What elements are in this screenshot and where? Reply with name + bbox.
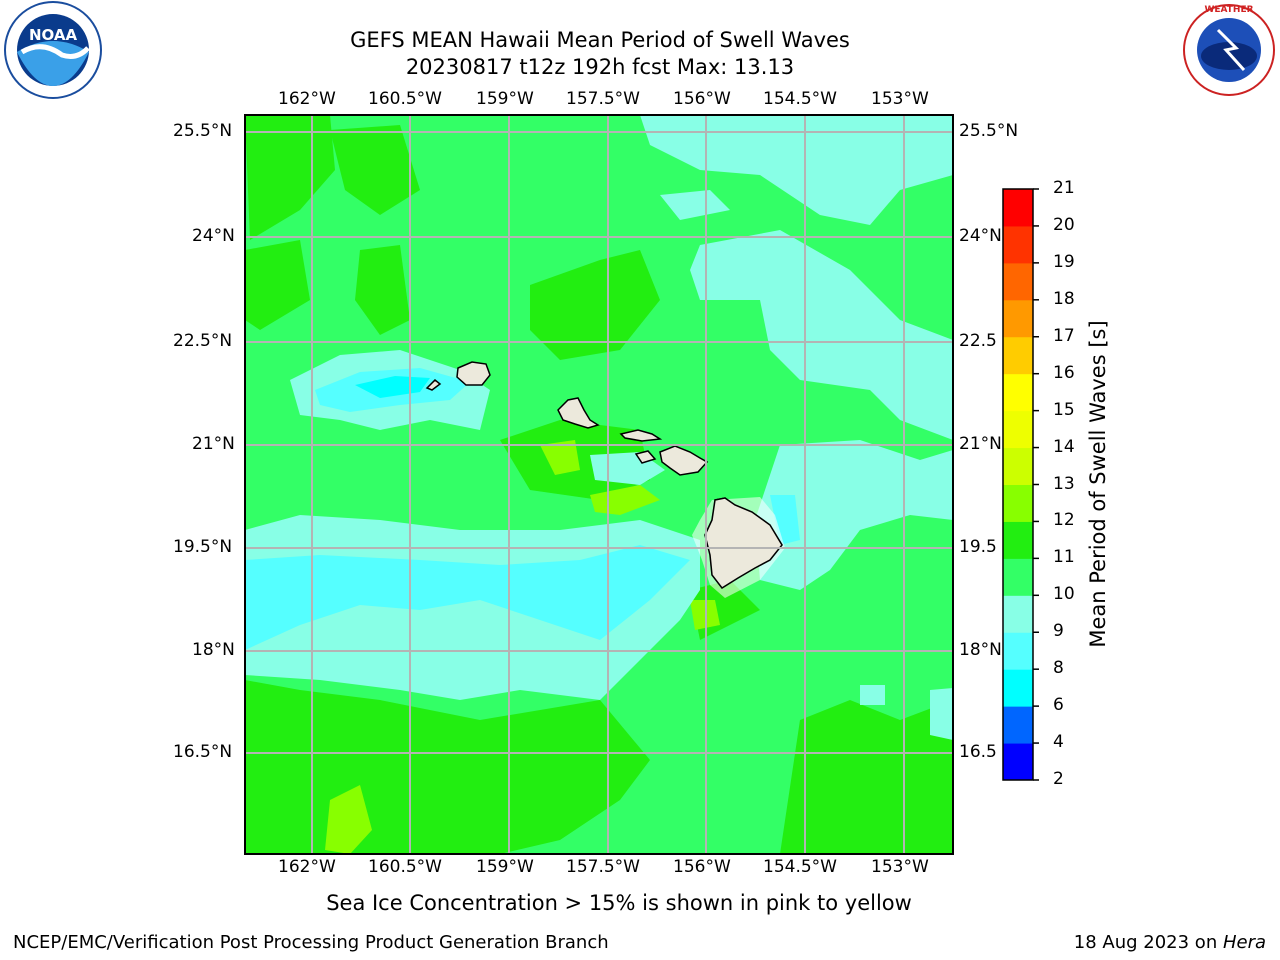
colorbar-tick-label: 4: [1053, 732, 1064, 753]
colorbar-tick-label: 10: [1053, 584, 1075, 605]
run-date: 18 Aug 2023 on Hera: [1074, 932, 1266, 953]
colorbar-tick-label: 14: [1053, 436, 1075, 457]
map-subtitle: 20230817 t12z 192h fcst Max: 13.13: [405, 55, 795, 79]
lon-tick-bottom: 162°W: [278, 857, 336, 877]
noaa-logo: NOAA: [4, 1, 102, 99]
sea-ice-note: Sea Ice Concentration > 15% is shown in …: [326, 891, 912, 915]
colorbar-segment: [1003, 521, 1033, 559]
colorbar-frame: [1002, 188, 1034, 781]
svg-text:NOAA: NOAA: [29, 26, 78, 44]
colorbar-segment: [1003, 373, 1033, 412]
colorbar-title: Mean Period of Swell Waves [s]: [1086, 320, 1110, 648]
lat-tick-right: 18°N: [959, 640, 1002, 660]
colorbar-segment: [1003, 299, 1033, 338]
swell-period-field: [245, 115, 953, 854]
colorbar-tick-label: 11: [1053, 547, 1075, 568]
colorbar-segment: [1003, 743, 1033, 781]
lat-tick-right: 21°N: [959, 434, 1002, 454]
lat-tick-left: 25.5°N: [173, 121, 233, 141]
lat-tick-left: 21°N: [192, 434, 235, 454]
lat-tick-left: 16.5°N: [173, 742, 233, 762]
colorbar-segment: [1003, 262, 1033, 301]
lon-tick-top: 160.5°W: [368, 89, 442, 109]
lon-tick-top: 159°W: [476, 89, 534, 109]
lat-tick-right: 25.5°N: [959, 121, 1019, 141]
lon-tick-top: 153°W: [871, 89, 929, 109]
lat-tick-left: 24°N: [192, 226, 235, 246]
graticule: [245, 115, 953, 854]
colorbar-tick-label: 20: [1053, 214, 1075, 235]
map-title: GEFS MEAN Hawaii Mean Period of Swell Wa…: [350, 28, 850, 52]
colorbar-segment: [1003, 558, 1033, 596]
nws-logo: WEATHER: [1183, 4, 1275, 96]
lon-tick-bottom: 157.5°W: [566, 857, 640, 877]
lat-tick-left: 19.5°N: [173, 537, 233, 557]
colorbar-segment: [1003, 189, 1033, 227]
colorbar-tick-label: 19: [1053, 251, 1075, 272]
lon-tick-top: 162°W: [278, 89, 336, 109]
colorbar-tick-label: 13: [1053, 473, 1075, 494]
lat-tick-left: 22.5°N: [173, 331, 233, 351]
colorbar-tick-label: 17: [1053, 325, 1075, 346]
lon-tick-bottom: 160.5°W: [368, 857, 442, 877]
map-frame: [244, 114, 954, 855]
colorbar-tick-label: 15: [1053, 399, 1075, 420]
colorbar-tick-label: 9: [1053, 621, 1064, 642]
colorbar-segment: [1003, 484, 1033, 522]
lat-tick-right: 24°N: [959, 226, 1002, 246]
lon-tick-top: 157.5°W: [566, 89, 640, 109]
colorbar-segment: [1003, 336, 1033, 375]
lat-tick-left: 18°N: [192, 640, 235, 660]
colorbar-tick-label: 8: [1053, 658, 1064, 679]
lon-tick-top: 156°W: [673, 89, 731, 109]
lon-tick-bottom: 153°W: [871, 857, 929, 877]
lon-tick-top: 154.5°W: [763, 89, 837, 109]
colorbar-tick-label: 12: [1053, 510, 1075, 531]
lon-tick-bottom: 154.5°W: [763, 857, 837, 877]
colorbar-segment: [1003, 447, 1033, 485]
colorbar-tick-label: 21: [1053, 178, 1075, 198]
colorbar-tick-label: 18: [1053, 288, 1075, 309]
colorbar: [1003, 188, 1039, 781]
lat-tick-right: 16.5: [959, 742, 997, 762]
colorbar-segment: [1003, 706, 1033, 744]
colorbar-tick-label: 6: [1053, 695, 1064, 716]
colorbar-segment: [1003, 669, 1033, 707]
lat-tick-right: 22.5: [959, 331, 997, 351]
lon-tick-bottom: 156°W: [673, 857, 731, 877]
lat-tick-right: 19.5: [959, 537, 997, 557]
svg-text:WEATHER: WEATHER: [1204, 5, 1253, 15]
colorbar-tick-label: 2: [1053, 769, 1064, 789]
branch-credit: NCEP/EMC/Verification Post Processing Pr…: [13, 932, 609, 953]
colorbar-segment: [1003, 632, 1033, 670]
colorbar-segment: [1003, 410, 1033, 449]
colorbar-tick-label: 16: [1053, 362, 1075, 383]
run-date-text: 18 Aug 2023 on: [1073, 932, 1223, 953]
colorbar-segment: [1003, 595, 1033, 633]
run-machine: Hera: [1222, 932, 1266, 953]
colorbar-segment: [1003, 225, 1033, 264]
lon-tick-bottom: 159°W: [476, 857, 534, 877]
